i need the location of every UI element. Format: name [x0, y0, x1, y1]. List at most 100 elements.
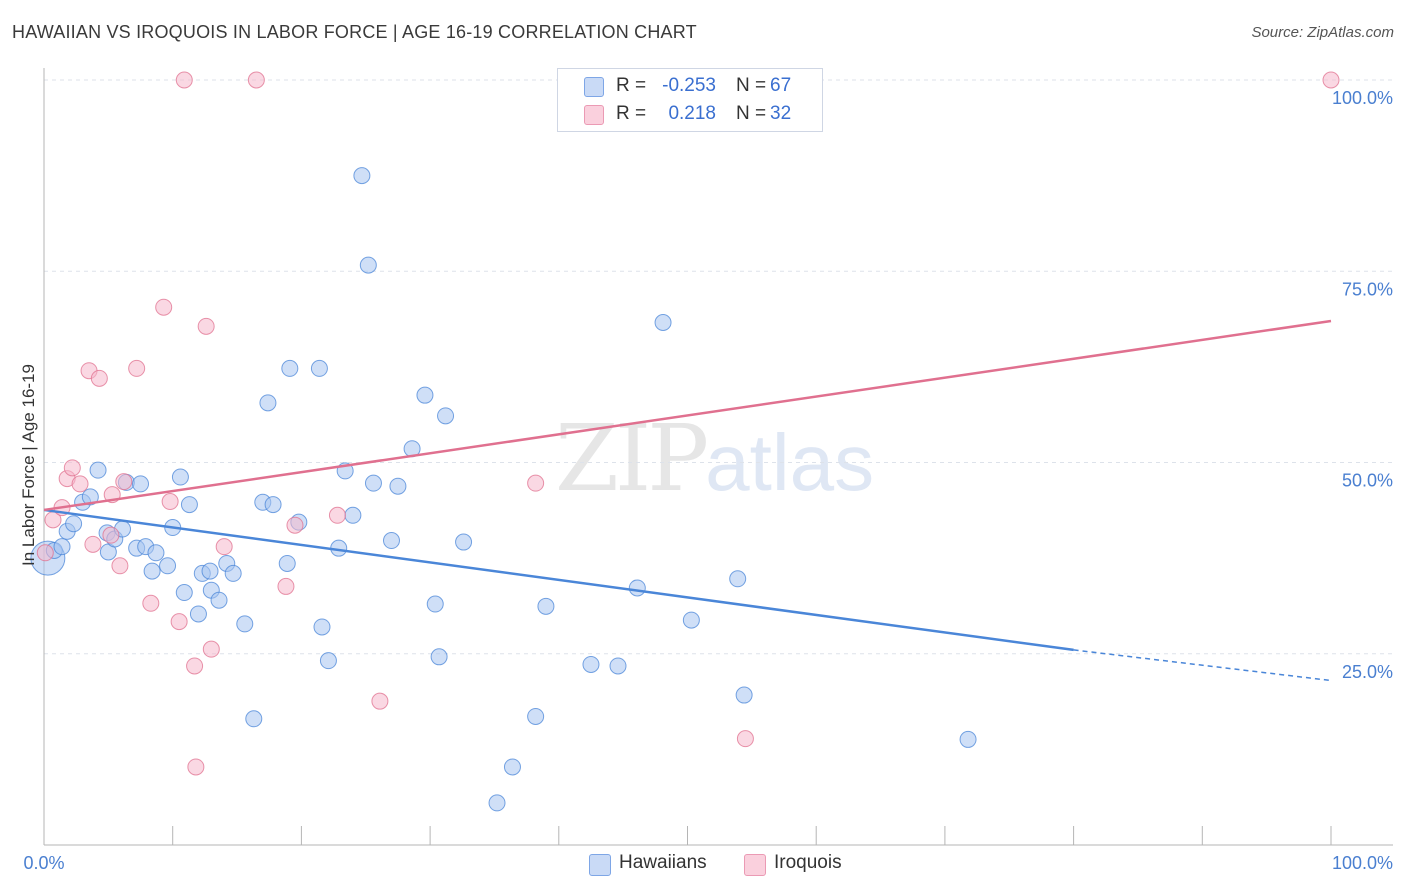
- hawaiians-point: [132, 475, 150, 493]
- r-value: -0.253: [662, 75, 716, 96]
- hawaiians-point: [189, 605, 207, 623]
- hawaiians-point: [201, 562, 219, 580]
- iroquois-point: [186, 657, 204, 675]
- y-tick-label: 100.0%: [1332, 88, 1393, 108]
- hawaiians-point: [236, 615, 254, 633]
- hawaiians-point: [53, 538, 71, 556]
- iroquois-point: [328, 506, 346, 524]
- iroquois-point: [90, 369, 108, 387]
- hawaiians-point: [537, 597, 555, 615]
- hawaiians-point: [582, 655, 600, 673]
- hawaiians-point: [364, 474, 382, 492]
- hawaiians-point: [959, 730, 977, 748]
- n-label: N =: [736, 75, 767, 96]
- hawaiians-point: [159, 557, 177, 575]
- r-label: R =: [616, 75, 647, 96]
- iroquois-point: [286, 516, 304, 534]
- legend-hawaiians-label: Hawaiians: [619, 852, 707, 873]
- hawaiians-point: [359, 256, 377, 274]
- hawaiians-point: [319, 652, 337, 670]
- iroquois-point: [175, 71, 193, 89]
- iroquois-point: [277, 577, 295, 595]
- iroquois-point: [527, 474, 545, 492]
- iroquois-point: [36, 544, 54, 562]
- hawaiians-point: [609, 657, 627, 675]
- hawaiians-point: [175, 584, 193, 602]
- hawaiians-swatch-icon: [584, 77, 604, 97]
- iroquois-point: [202, 640, 220, 658]
- hawaiians-point: [430, 648, 448, 666]
- hawaiians-point: [180, 496, 198, 514]
- y-tick-label: 50.0%: [1342, 471, 1393, 491]
- iroquois-point: [128, 359, 146, 377]
- iroquois-point: [111, 557, 129, 575]
- hawaiians-trend-extension: [1073, 649, 1332, 682]
- iroquois-point: [170, 613, 188, 631]
- y-tick-label: 75.0%: [1342, 279, 1393, 299]
- hawaiians-point: [224, 564, 242, 582]
- hawaiians-point: [344, 506, 362, 524]
- iroquois-legend-icon: [744, 854, 766, 876]
- hawaiians-point: [264, 496, 282, 514]
- iroquois-point: [63, 459, 81, 477]
- hawaiians-point: [313, 618, 331, 636]
- hawaiians-point: [735, 686, 753, 704]
- iroquois-point: [102, 526, 120, 544]
- hawaiians-point: [416, 386, 434, 404]
- hawaiians-point: [278, 554, 296, 572]
- hawaiians-point: [81, 488, 99, 506]
- legend-row-hawaiians: R = -0.253 N = 67: [558, 72, 822, 100]
- hawaiians-point: [389, 477, 407, 495]
- chart-title: HAWAIIAN VS IROQUOIS IN LABOR FORCE | AG…: [12, 22, 697, 42]
- iroquois-point: [197, 317, 215, 335]
- hawaiians-point: [488, 794, 506, 812]
- hawaiians-point: [171, 468, 189, 486]
- hawaiians-point: [210, 591, 228, 609]
- iroquois-swatch-icon: [584, 105, 604, 125]
- y-tick-label: 25.0%: [1342, 662, 1393, 682]
- hawaiians-point: [259, 394, 277, 412]
- hawaiians-point: [89, 461, 107, 479]
- hawaiians-point: [527, 707, 545, 725]
- y-axis-label: In Labor Force | Age 16-19: [19, 364, 38, 566]
- iroquois-point: [155, 298, 173, 316]
- x-tick-label: 100.0%: [1332, 853, 1393, 873]
- iroquois-point: [71, 475, 89, 493]
- hawaiians-point: [455, 533, 473, 551]
- hawaiians-point: [654, 314, 672, 332]
- legend-row-iroquois: R = 0.218 N = 32: [558, 100, 822, 128]
- hawaiians-point: [353, 167, 371, 185]
- hawaiians-point: [281, 359, 299, 377]
- iroquois-point: [215, 538, 233, 556]
- hawaiians-point: [729, 570, 747, 588]
- hawaiians-point: [382, 532, 400, 550]
- hawaiians-point: [143, 562, 161, 580]
- hawaiians-point: [437, 407, 455, 425]
- n-label: N =: [736, 103, 767, 124]
- iroquois-point: [161, 493, 179, 511]
- iroquois-point: [115, 473, 133, 491]
- iroquois-point: [736, 730, 754, 748]
- hawaiians-point: [147, 544, 165, 562]
- hawaiians-point: [628, 579, 646, 597]
- hawaiians-point: [310, 359, 328, 377]
- iroquois-point: [247, 71, 265, 89]
- iroquois-point: [1322, 71, 1340, 89]
- legend-iroquois-label: Iroquois: [774, 852, 842, 873]
- hawaiians-point: [503, 758, 521, 776]
- hawaiians-point: [65, 515, 83, 533]
- hawaiians-point: [426, 595, 444, 613]
- hawaiians-point: [682, 611, 700, 629]
- source-credit: Source: ZipAtlas.com: [1251, 24, 1394, 41]
- correlation-legend: R = -0.253 N = 67 R = 0.218 N = 32: [557, 68, 823, 132]
- hawaiians-legend-icon: [589, 854, 611, 876]
- iroquois-point: [371, 692, 389, 710]
- r-value: 0.218: [668, 103, 716, 124]
- iroquois-point: [84, 535, 102, 553]
- x-tick-label: 0.0%: [23, 853, 64, 873]
- n-value: 32: [770, 103, 792, 124]
- hawaiians-point: [245, 710, 263, 728]
- iroquois-trend-line: [43, 319, 1332, 512]
- iroquois-point: [187, 758, 205, 776]
